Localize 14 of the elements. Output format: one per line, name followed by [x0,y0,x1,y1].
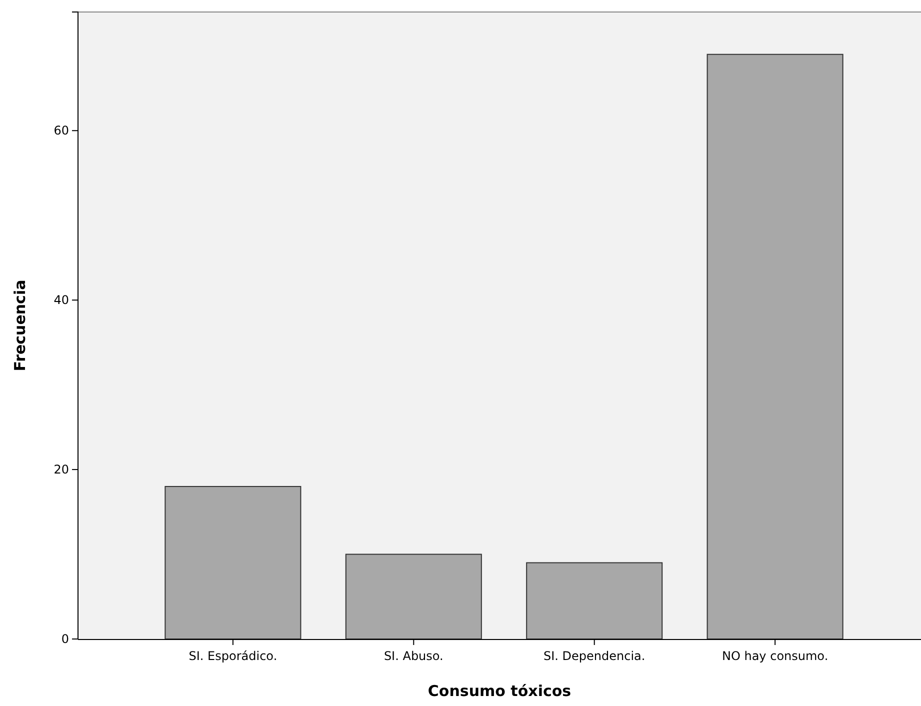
x-tick-label: SI. Abuso. [384,649,444,663]
bar [164,486,302,640]
x-tick-label: SI. Dependencia. [543,649,646,663]
bar [345,554,482,640]
x-tick-label: SI. Esporádico. [188,649,278,663]
x-axis-title: Consumo tóxicos [428,682,572,700]
bar [526,562,663,640]
y-tick-label: 40 [54,292,69,307]
y-axis-title: Frecuencia [11,280,29,372]
x-tick-label: NO hay consumo. [722,649,828,663]
y-tick-label: 20 [54,462,69,476]
y-tick-label: 60 [54,123,69,138]
y-tick-label: 0 [61,632,69,646]
bar [706,54,844,640]
